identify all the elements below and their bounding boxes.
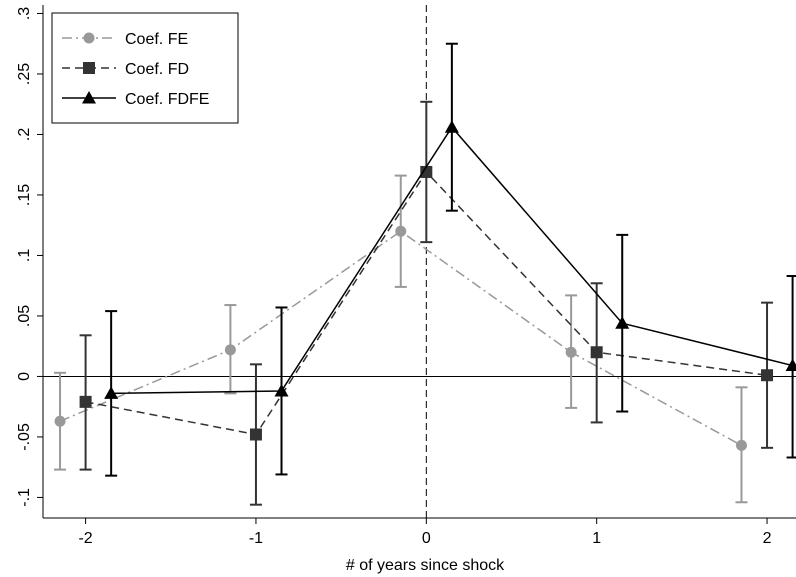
y-tick-label: .2 — [16, 128, 33, 141]
series-3 — [104, 42, 796, 477]
data-point — [761, 369, 774, 382]
data-point — [274, 383, 289, 397]
data-point — [444, 120, 459, 133]
data-point — [785, 358, 796, 372]
data-point — [395, 225, 407, 237]
legend-marker — [83, 62, 95, 74]
series-1 — [54, 174, 748, 504]
x-axis-label: # of years since shock — [346, 557, 505, 574]
y-tick-label: -.1 — [16, 488, 33, 507]
legend-item: Coef. FE — [62, 31, 188, 48]
series-layer — [54, 42, 796, 506]
axes: -.1 -.05 0 .05 .1 .15 .2 .25 .3 -2 -1 0 1 2 — [16, 5, 796, 547]
data-point — [615, 316, 630, 329]
x-tick-label: 2 — [763, 530, 772, 547]
series-line — [59, 230, 742, 447]
data-point — [104, 386, 119, 399]
data-point — [54, 415, 66, 427]
x-tick-label: 0 — [422, 530, 431, 547]
y-tick-label: .3 — [16, 7, 33, 20]
data-point — [224, 344, 236, 356]
data-point — [420, 165, 433, 178]
legend-item: Coef. FD — [62, 61, 189, 78]
legend: Coef. FE Coef. FD Coef. FDFE — [51, 12, 239, 124]
y-tick-label: 0 — [16, 372, 33, 381]
data-point — [79, 395, 92, 408]
x-tick-label: -1 — [249, 530, 263, 547]
y-tick-label: .25 — [16, 63, 33, 85]
data-point — [735, 439, 747, 451]
y-tick-label: -.05 — [16, 423, 33, 451]
legend-item: Coef. FDFE — [62, 91, 209, 108]
legend-marker — [82, 91, 96, 104]
legend-marker — [83, 32, 95, 44]
data-point — [590, 346, 603, 359]
series-2 — [79, 100, 774, 506]
legend-label: Coef. FE — [125, 31, 188, 48]
y-tick-label: .1 — [16, 249, 33, 262]
legend-label: Coef. FD — [125, 61, 189, 78]
reference-lines — [43, 5, 796, 518]
data-point — [249, 428, 262, 441]
x-tick-label: -2 — [78, 530, 92, 547]
data-point — [565, 346, 577, 358]
x-tick-label: 1 — [592, 530, 601, 547]
y-tick-label: .05 — [16, 305, 33, 327]
legend-label: Coef. FDFE — [125, 91, 209, 108]
y-tick-label: .15 — [16, 184, 33, 206]
